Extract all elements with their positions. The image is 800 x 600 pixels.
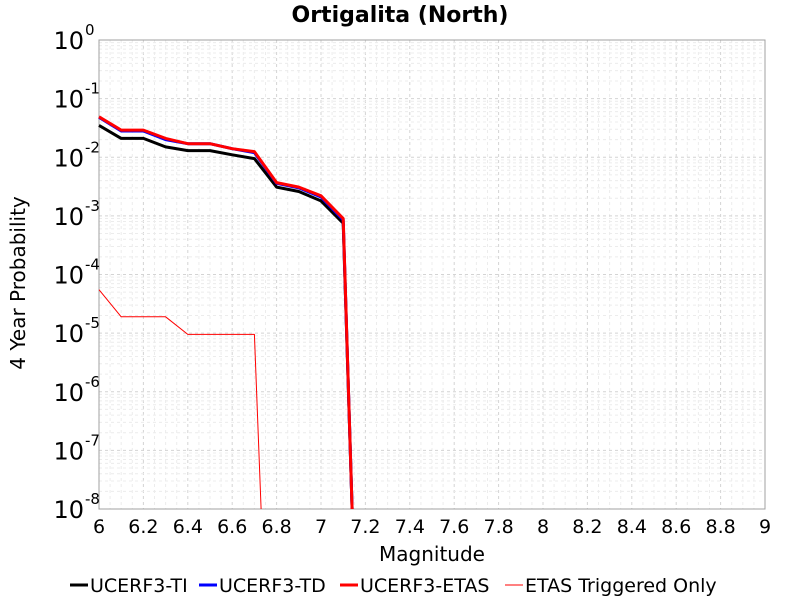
x-tick-label: 8.4 — [617, 516, 647, 538]
x-tick-label: 7 — [315, 516, 327, 538]
x-tick-label: 9 — [759, 516, 771, 538]
x-tick-label: 6.6 — [217, 516, 247, 538]
y-tick-exponent: -7 — [85, 431, 100, 449]
x-axis-label: Magnitude — [379, 542, 485, 566]
x-tick-label: 8.2 — [572, 516, 602, 538]
x-tick-label: 6 — [93, 516, 105, 538]
x-tick-labels: 6 6.2 6.4 6.6 6.8 7 7.2 7.4 7.6 7.8 8 8.2 8.4 8.6 8.8 9 — [93, 516, 771, 538]
y-tick-label: 10 — [53, 437, 84, 465]
chart-title: Ortigalita (North) — [292, 3, 509, 28]
y-tick-exponent: -5 — [85, 314, 100, 332]
x-tick-label: 6.4 — [173, 516, 203, 538]
y-tick-exponent: -8 — [85, 490, 100, 508]
y-tick-label: 10 — [53, 27, 84, 55]
legend-label: ETAS Triggered Only — [525, 575, 717, 597]
legend-label: UCERF3-TI — [90, 575, 188, 597]
grid — [98, 39, 766, 510]
x-tick-label: 8 — [537, 516, 549, 538]
x-tick-label: 8.8 — [705, 516, 735, 538]
x-tick-label: 6.2 — [128, 516, 158, 538]
series-group — [98, 115, 354, 510]
legend-label: UCERF3-TD — [219, 575, 326, 597]
x-tick-label: 6.8 — [261, 516, 291, 538]
y-tick-exponent: 0 — [85, 21, 95, 39]
legend-label: UCERF3-ETAS — [360, 575, 489, 597]
x-tick-label: 7.6 — [439, 516, 469, 538]
y-tick-label: 10 — [53, 496, 84, 524]
y-tick-label: 10 — [53, 320, 84, 348]
y-tick-label: 10 — [53, 86, 84, 114]
x-tick-label: 7.4 — [395, 516, 425, 538]
y-tick-label: 10 — [53, 144, 84, 172]
y-tick-exponent: -1 — [85, 80, 100, 98]
y-tick-label: 10 — [53, 379, 84, 407]
y-tick-exponent: -3 — [85, 197, 100, 215]
legend: UCERF3-TI UCERF3-TD UCERF3-ETAS ETAS Trigge… — [70, 575, 717, 597]
y-tick-label: 10 — [53, 203, 84, 231]
y-tick-exponent: -2 — [85, 138, 100, 156]
y-tick-exponent: -6 — [85, 373, 100, 391]
series-line-etas-triggered-only — [98, 289, 262, 510]
y-axis-label: 4 Year Probability — [6, 196, 30, 370]
y-tick-exponent: -4 — [85, 256, 100, 274]
x-tick-label: 7.8 — [483, 516, 513, 538]
series-line-ucerf3-ti — [98, 124, 354, 510]
series-line-ucerf3-etas — [98, 115, 354, 510]
x-tick-label: 8.6 — [661, 516, 691, 538]
plot-area — [98, 39, 766, 510]
y-tick-label: 10 — [53, 262, 84, 290]
x-tick-label: 7.2 — [350, 516, 380, 538]
